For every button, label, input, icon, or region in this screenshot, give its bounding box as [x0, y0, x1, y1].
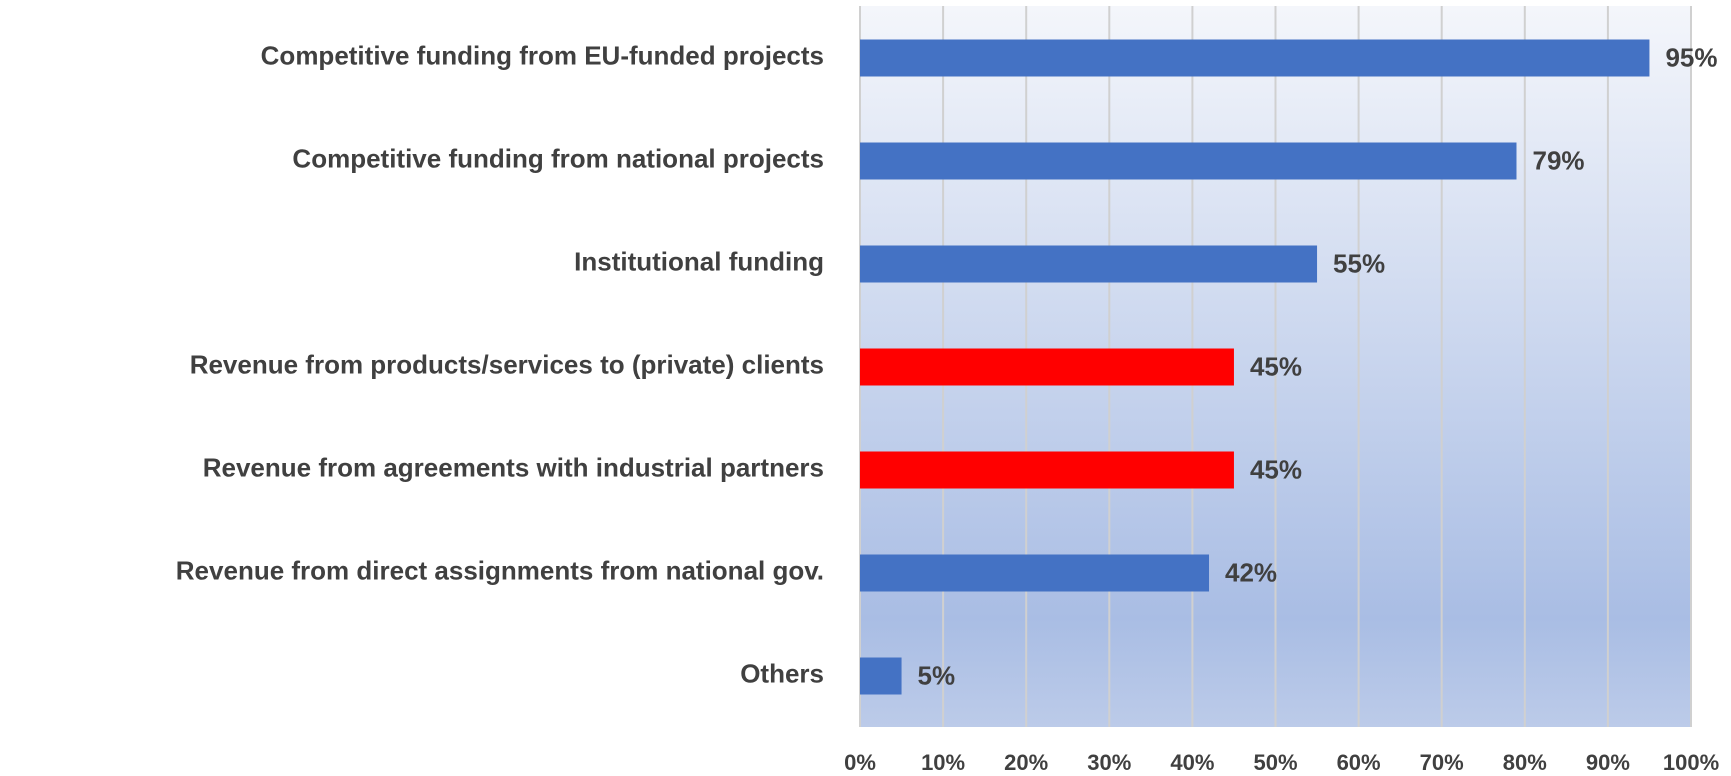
- bar: [860, 657, 902, 695]
- bar: [860, 245, 1318, 283]
- y-tick-label: Others: [740, 658, 824, 688]
- bar: [860, 142, 1517, 180]
- x-tick-label: 50%: [1253, 750, 1297, 775]
- y-tick-label: Revenue from agreements with industrial …: [203, 452, 824, 482]
- bar: [860, 348, 1234, 386]
- bar: [860, 39, 1650, 77]
- y-tick-label: Institutional funding: [574, 246, 824, 276]
- data-label: 45%: [1250, 351, 1302, 381]
- y-tick-label: Competitive funding from EU-funded proje…: [261, 40, 824, 70]
- y-tick-label: Competitive funding from national projec…: [292, 143, 824, 173]
- data-label: 5%: [918, 660, 956, 690]
- x-tick-label: 30%: [1087, 750, 1131, 775]
- data-label: 42%: [1225, 557, 1277, 587]
- x-tick-label: 90%: [1586, 750, 1630, 775]
- bar: [860, 554, 1210, 592]
- y-tick-label: Revenue from direct assignments from nat…: [176, 555, 824, 585]
- y-tick-label: Revenue from products/services to (priva…: [190, 349, 824, 379]
- x-tick-label: 80%: [1503, 750, 1547, 775]
- data-label: 55%: [1333, 248, 1385, 278]
- x-tick-label: 60%: [1337, 750, 1381, 775]
- x-tick-label: 20%: [1004, 750, 1048, 775]
- x-tick-label: 10%: [921, 750, 965, 775]
- data-label: 79%: [1532, 145, 1584, 175]
- x-tick-label: 70%: [1420, 750, 1464, 775]
- bar: [860, 451, 1234, 489]
- x-tick-label: 40%: [1170, 750, 1214, 775]
- data-label: 45%: [1250, 454, 1302, 484]
- data-label: 95%: [1665, 42, 1717, 72]
- x-tick-label: 100%: [1663, 750, 1719, 775]
- x-tick-label: 0%: [844, 750, 876, 775]
